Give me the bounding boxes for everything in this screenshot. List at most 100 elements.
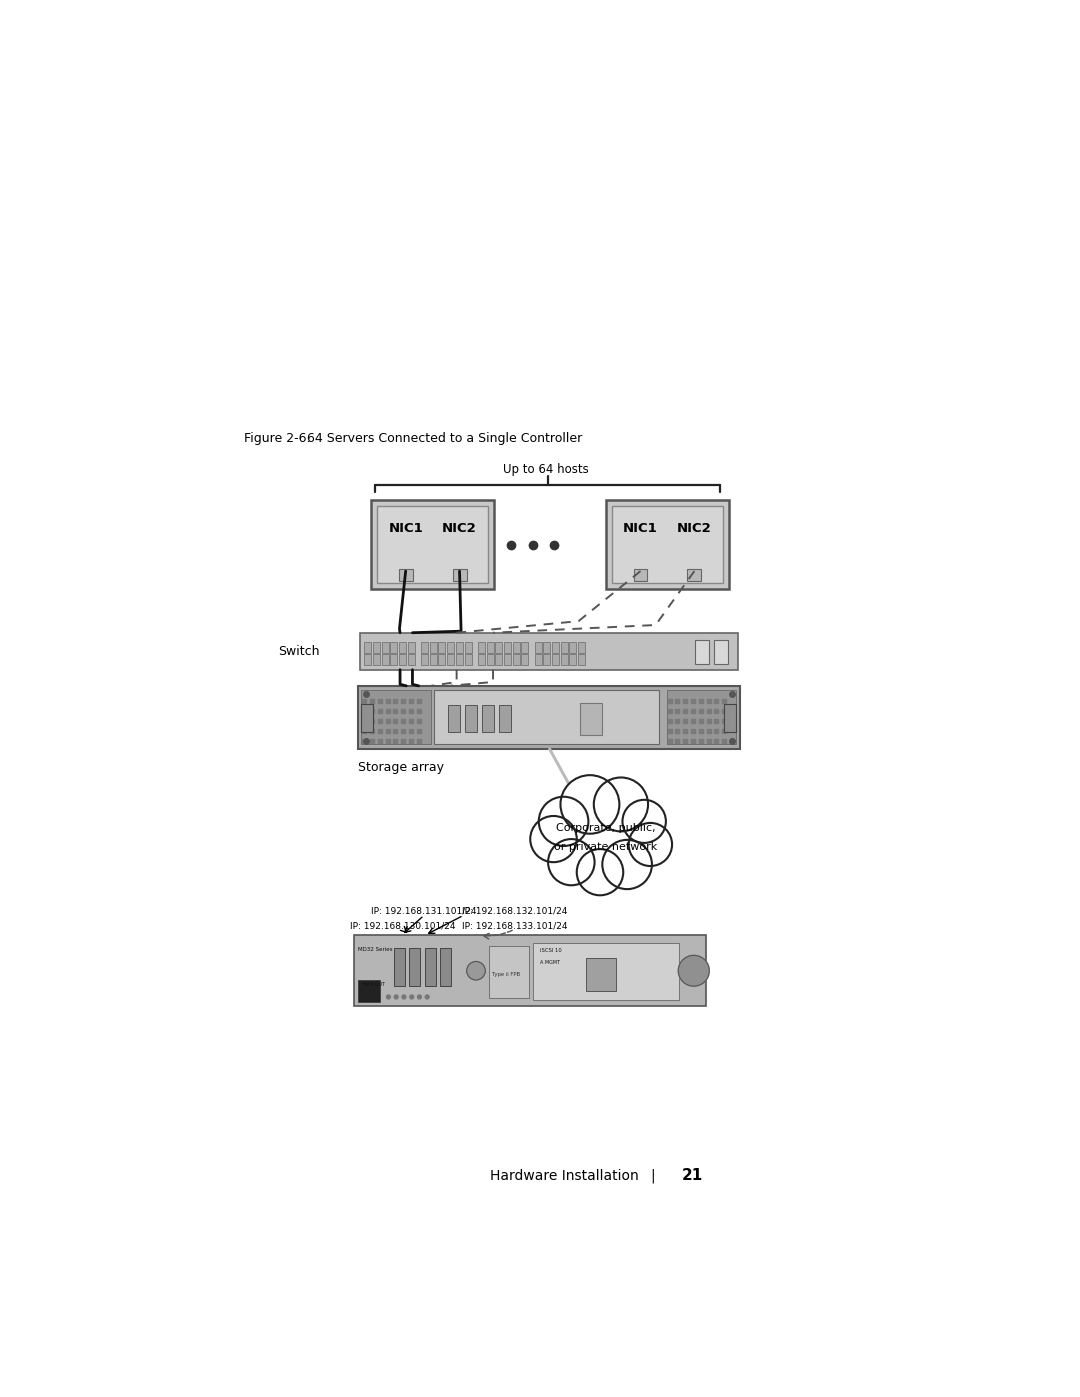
FancyBboxPatch shape: [421, 654, 428, 665]
FancyBboxPatch shape: [421, 641, 428, 652]
Circle shape: [603, 840, 652, 888]
FancyBboxPatch shape: [391, 641, 397, 652]
Circle shape: [678, 956, 710, 986]
FancyBboxPatch shape: [399, 569, 413, 581]
Circle shape: [394, 995, 399, 999]
FancyBboxPatch shape: [448, 705, 460, 732]
FancyBboxPatch shape: [482, 705, 494, 732]
FancyBboxPatch shape: [456, 654, 463, 665]
FancyBboxPatch shape: [359, 686, 740, 749]
Circle shape: [622, 800, 666, 842]
FancyBboxPatch shape: [372, 500, 494, 588]
Circle shape: [418, 995, 421, 999]
FancyBboxPatch shape: [580, 703, 602, 735]
FancyBboxPatch shape: [687, 569, 701, 581]
Circle shape: [387, 995, 390, 999]
FancyBboxPatch shape: [381, 641, 389, 652]
Text: Up to 64 hosts: Up to 64 hosts: [503, 462, 589, 476]
Circle shape: [530, 816, 577, 862]
Text: NAS OUT: NAS OUT: [363, 982, 384, 988]
FancyBboxPatch shape: [486, 654, 494, 665]
FancyBboxPatch shape: [360, 633, 738, 669]
FancyBboxPatch shape: [465, 705, 476, 732]
Circle shape: [467, 961, 485, 979]
Text: Storage array: Storage array: [359, 761, 444, 774]
Text: iSCSI 10: iSCSI 10: [540, 949, 562, 953]
Text: MD32 Series: MD32 Series: [359, 947, 393, 951]
FancyBboxPatch shape: [464, 641, 472, 652]
Circle shape: [629, 823, 672, 866]
FancyBboxPatch shape: [561, 641, 568, 652]
FancyBboxPatch shape: [400, 654, 406, 665]
Text: NIC2: NIC2: [442, 522, 477, 535]
FancyBboxPatch shape: [586, 958, 616, 990]
FancyBboxPatch shape: [408, 654, 415, 665]
Text: Figure 2-6.: Figure 2-6.: [243, 432, 310, 446]
FancyBboxPatch shape: [606, 500, 729, 588]
FancyBboxPatch shape: [489, 946, 529, 999]
FancyBboxPatch shape: [569, 641, 577, 652]
Text: Hardware Installation: Hardware Installation: [490, 1168, 638, 1183]
Circle shape: [577, 849, 623, 895]
FancyBboxPatch shape: [535, 654, 541, 665]
Text: IP: 192.168.131.101/24: IP: 192.168.131.101/24: [372, 907, 477, 915]
Text: IP: 192.168.132.101/24: IP: 192.168.132.101/24: [462, 907, 567, 915]
FancyBboxPatch shape: [569, 654, 577, 665]
Circle shape: [575, 806, 633, 865]
FancyBboxPatch shape: [578, 654, 585, 665]
FancyBboxPatch shape: [477, 641, 485, 652]
FancyBboxPatch shape: [424, 947, 435, 986]
FancyBboxPatch shape: [504, 641, 511, 652]
FancyBboxPatch shape: [394, 947, 405, 986]
FancyBboxPatch shape: [391, 654, 397, 665]
Text: NIC2: NIC2: [677, 522, 712, 535]
Text: |: |: [650, 1168, 654, 1183]
FancyBboxPatch shape: [408, 641, 415, 652]
FancyBboxPatch shape: [464, 654, 472, 665]
FancyBboxPatch shape: [362, 704, 373, 732]
Text: IP: 192.168.130.101/24: IP: 192.168.130.101/24: [350, 922, 456, 930]
FancyBboxPatch shape: [373, 641, 380, 652]
FancyBboxPatch shape: [353, 936, 706, 1006]
FancyBboxPatch shape: [447, 654, 455, 665]
FancyBboxPatch shape: [611, 506, 724, 584]
FancyBboxPatch shape: [364, 654, 372, 665]
Text: 64 Servers Connected to a Single Controller: 64 Servers Connected to a Single Control…: [307, 432, 582, 446]
FancyBboxPatch shape: [496, 654, 502, 665]
FancyBboxPatch shape: [438, 641, 445, 652]
FancyBboxPatch shape: [438, 654, 445, 665]
Text: Corporate, public,: Corporate, public,: [555, 823, 656, 833]
FancyBboxPatch shape: [373, 654, 380, 665]
Circle shape: [548, 840, 595, 886]
FancyBboxPatch shape: [486, 641, 494, 652]
Circle shape: [409, 995, 414, 999]
FancyBboxPatch shape: [543, 654, 550, 665]
FancyBboxPatch shape: [456, 641, 463, 652]
FancyBboxPatch shape: [522, 641, 528, 652]
FancyBboxPatch shape: [364, 641, 372, 652]
Circle shape: [402, 995, 406, 999]
FancyBboxPatch shape: [535, 641, 541, 652]
Circle shape: [561, 775, 619, 834]
FancyBboxPatch shape: [430, 654, 436, 665]
FancyBboxPatch shape: [561, 654, 568, 665]
FancyBboxPatch shape: [434, 690, 659, 745]
FancyBboxPatch shape: [377, 506, 488, 584]
FancyBboxPatch shape: [552, 641, 559, 652]
FancyBboxPatch shape: [430, 641, 436, 652]
FancyBboxPatch shape: [499, 705, 511, 732]
FancyBboxPatch shape: [477, 654, 485, 665]
FancyBboxPatch shape: [666, 690, 737, 745]
Text: NIC1: NIC1: [623, 522, 658, 535]
FancyBboxPatch shape: [724, 704, 735, 732]
Circle shape: [594, 778, 648, 831]
FancyBboxPatch shape: [634, 569, 648, 581]
FancyBboxPatch shape: [696, 640, 710, 664]
FancyBboxPatch shape: [534, 943, 679, 1000]
FancyBboxPatch shape: [441, 947, 451, 986]
Text: IP: 192.168.133.101/24: IP: 192.168.133.101/24: [462, 922, 568, 930]
Circle shape: [426, 995, 429, 999]
FancyBboxPatch shape: [362, 690, 431, 745]
FancyBboxPatch shape: [513, 641, 519, 652]
Text: 21: 21: [681, 1168, 703, 1183]
